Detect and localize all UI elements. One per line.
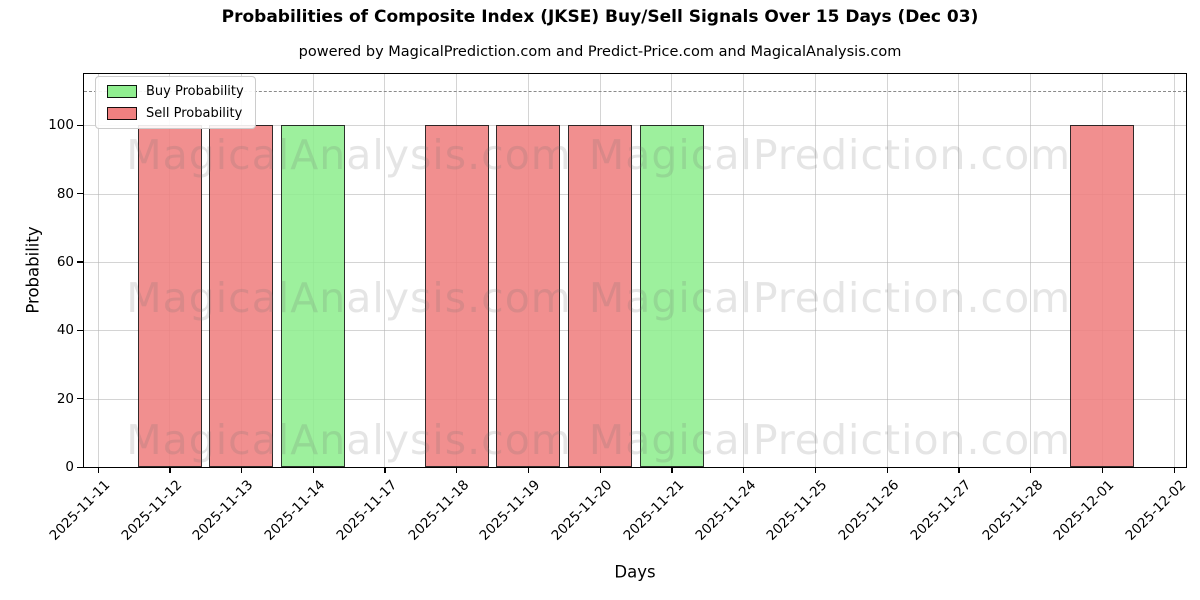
y-tick-label: 0 <box>65 459 74 475</box>
watermark-analysis: MagicalAnalysis.com <box>126 416 572 464</box>
y-tick-label: 100 <box>48 117 74 134</box>
watermark-prediction: MagicalPrediction.com <box>588 274 1072 322</box>
v-gridline <box>886 74 888 467</box>
x-tick-label: 2025-12-01 <box>1050 477 1118 544</box>
buy-swatch <box>107 85 137 98</box>
bar-2025-11-19-sell <box>496 125 561 467</box>
x-tick-mark <box>958 467 960 473</box>
watermark-analysis: MagicalAnalysis.com <box>126 131 572 179</box>
y-tick-label: 80 <box>56 185 74 202</box>
legend-label-sell: Sell Probability <box>146 106 243 121</box>
y-tick-mark <box>77 329 83 332</box>
x-tick-mark <box>1101 467 1104 473</box>
x-tick-mark <box>1173 467 1175 473</box>
plot-area: Buy Probability Sell Probability 0 20 40 60… <box>47 73 1189 544</box>
y-tick-mark <box>77 466 83 468</box>
x-tick-label: 2025-11-14 <box>261 477 329 544</box>
x-tick-mark <box>671 467 673 473</box>
x-tick-mark <box>97 467 99 473</box>
watermark-prediction: MagicalPrediction.com <box>588 131 1072 179</box>
v-gridline <box>743 74 745 467</box>
x-tick-label: 2025-11-19 <box>476 477 544 544</box>
y-tick-mark <box>77 398 83 400</box>
y-tick-label: 60 <box>56 253 74 270</box>
h-gridline <box>84 398 1186 400</box>
v-gridline <box>1030 74 1032 467</box>
bar-2025-11-21-buy <box>639 125 704 467</box>
y-axis-label: Probability <box>23 226 43 314</box>
h-gridline <box>84 330 1186 332</box>
x-tick-label: 2025-11-20 <box>548 477 616 544</box>
x-tick-label: 2025-11-21 <box>620 477 688 544</box>
x-tick-mark <box>456 467 458 473</box>
x-tick-mark <box>743 467 745 473</box>
bar-2025-11-14-buy <box>281 125 346 467</box>
x-tick-mark <box>599 467 601 473</box>
h-gridline <box>84 193 1186 195</box>
x-tick-mark <box>169 467 171 473</box>
v-gridline <box>814 74 816 467</box>
x-tick-label: 2025-11-17 <box>333 477 401 544</box>
h-gridline <box>84 125 1186 127</box>
watermark-prediction: MagicalPrediction.com <box>588 416 1072 464</box>
x-tick-label: 2025-11-11 <box>46 477 114 544</box>
y-tick-mark <box>77 261 83 263</box>
x-tick-mark <box>240 467 243 473</box>
x-tick-label: 2025-11-18 <box>405 477 472 544</box>
sell-swatch <box>107 107 137 120</box>
x-tick-mark <box>1030 467 1032 473</box>
legend-item-sell: Sell Probability <box>107 106 244 121</box>
legend-item-buy: Buy Probability <box>107 84 244 99</box>
x-tick-mark <box>384 467 386 473</box>
x-tick-label: 2025-11-27 <box>907 477 975 544</box>
x-axis-label: Days <box>614 562 656 582</box>
x-tick-label: 2025-11-26 <box>835 477 903 544</box>
v-gridline <box>1173 74 1175 467</box>
v-gridline <box>384 74 386 467</box>
x-tick-label: 2025-12-02 <box>1122 477 1190 544</box>
bar-2025-11-12-sell <box>137 125 202 467</box>
x-tick-label: 2025-11-25 <box>763 477 831 544</box>
x-tick-label: 2025-11-28 <box>979 477 1046 544</box>
x-tick-mark <box>527 467 530 473</box>
legend-label-buy: Buy Probability <box>146 84 244 99</box>
x-tick-label: 2025-11-24 <box>692 477 759 544</box>
y-tick-label: 40 <box>56 322 74 339</box>
v-gridline <box>958 74 960 467</box>
watermark-analysis: MagicalAnalysis.com <box>126 274 572 322</box>
bar-2025-11-18-sell <box>424 125 489 467</box>
x-tick-label: 2025-11-13 <box>189 477 257 544</box>
x-tick-mark <box>814 467 817 473</box>
threshold-dashed-line <box>84 91 1186 93</box>
x-tick-label: 2025-11-12 <box>118 477 186 544</box>
legend: Buy Probability Sell Probability <box>95 76 256 129</box>
chart-subtitle: powered by MagicalPrediction.com and Pre… <box>298 44 902 60</box>
y-tick-label: 20 <box>56 390 74 407</box>
x-tick-mark <box>312 467 314 473</box>
h-gridline <box>84 261 1186 263</box>
y-tick-mark <box>77 124 83 127</box>
bar-2025-11-20-sell <box>568 125 633 467</box>
y-tick-mark <box>77 193 83 195</box>
chart-title: Probabilities of Composite Index (JKSE) … <box>221 7 979 27</box>
bar-2025-12-01-sell <box>1070 125 1135 467</box>
x-tick-mark <box>886 467 888 473</box>
v-gridline <box>97 74 99 467</box>
